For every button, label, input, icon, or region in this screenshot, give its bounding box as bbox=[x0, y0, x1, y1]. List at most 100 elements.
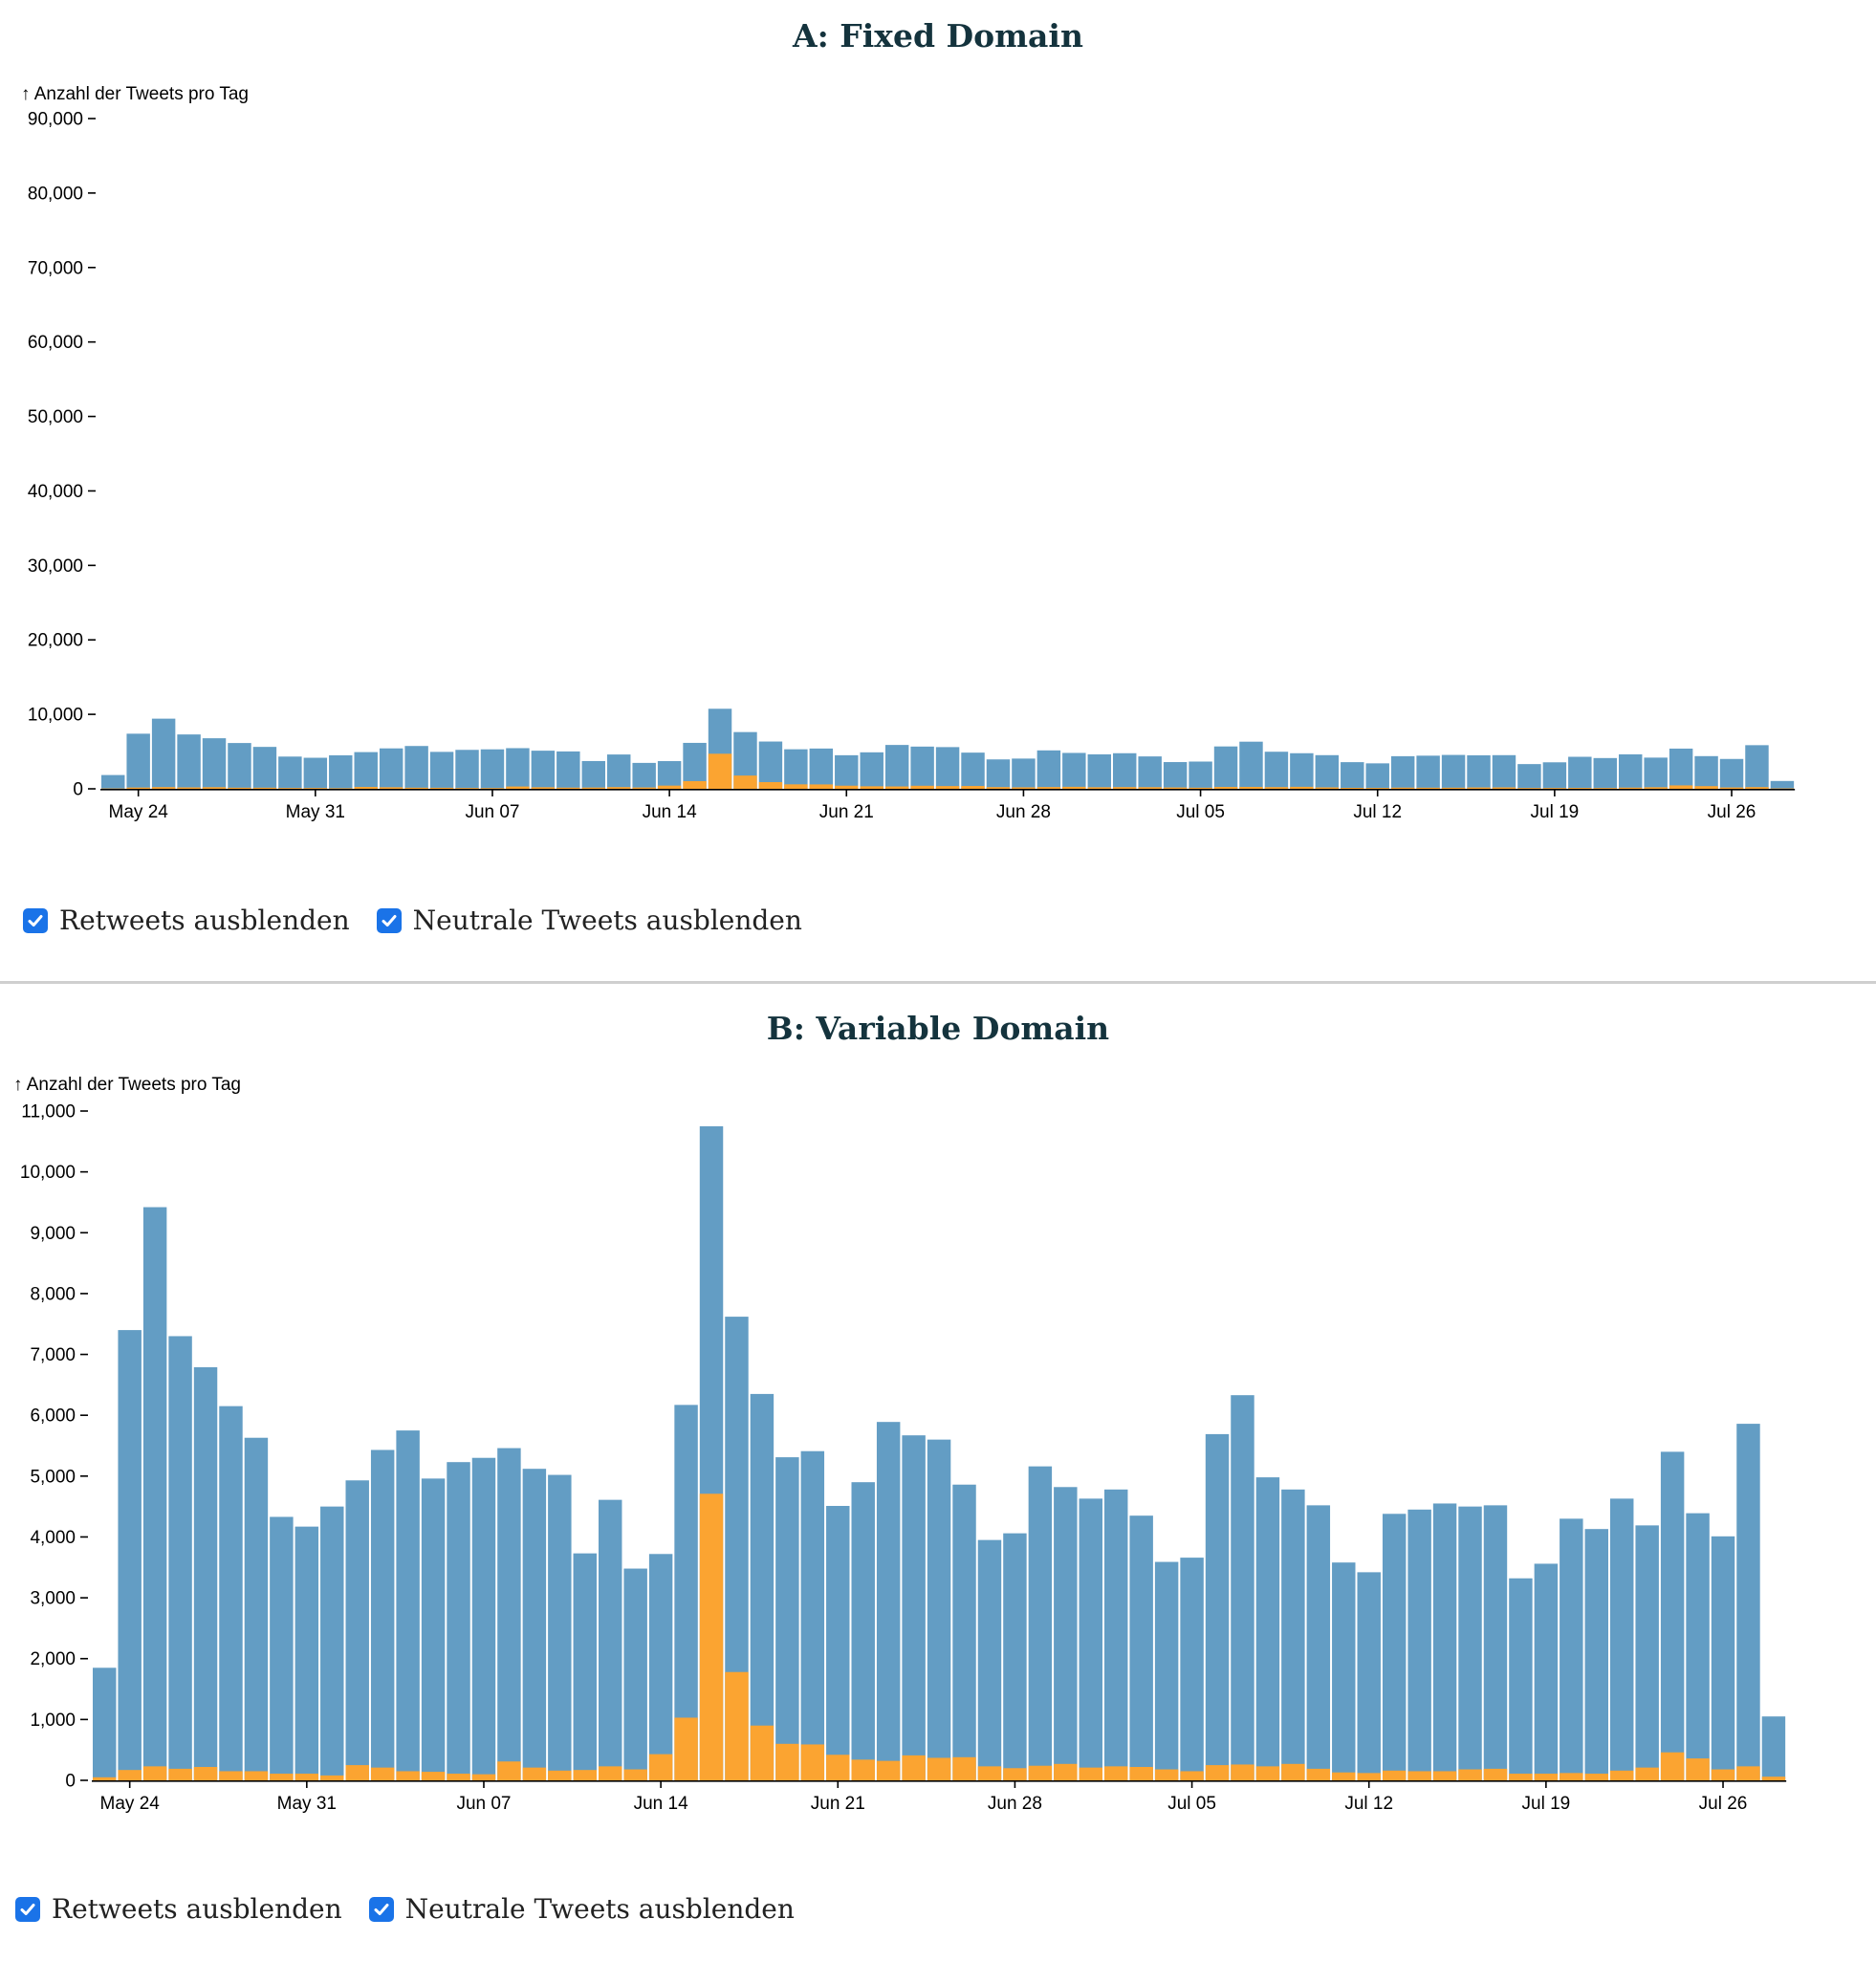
bar-subset bbox=[1660, 1752, 1685, 1780]
bar-total bbox=[93, 1668, 117, 1780]
bar-subset bbox=[1341, 787, 1364, 789]
x-tick-label: Jul 19 bbox=[1522, 1794, 1571, 1814]
x-tick-label: May 31 bbox=[277, 1794, 337, 1814]
bar-subset bbox=[1416, 787, 1440, 789]
bar-subset bbox=[607, 787, 631, 789]
bar-subset bbox=[548, 1770, 572, 1780]
bar-total bbox=[1054, 1487, 1078, 1780]
bar-total bbox=[750, 1393, 774, 1780]
bar-total bbox=[404, 746, 428, 789]
bar-subset bbox=[320, 1775, 344, 1780]
bar-subset bbox=[531, 787, 556, 789]
bar-total bbox=[177, 734, 201, 789]
hide-neutral-toggle[interactable]: Neutrale Tweets ausblenden bbox=[376, 905, 802, 936]
hide-retweets-toggle[interactable]: Retweets ausblenden bbox=[23, 905, 350, 936]
x-tick-label: Jul 12 bbox=[1353, 802, 1402, 822]
bar-total bbox=[1365, 763, 1389, 789]
bar-subset bbox=[1306, 1768, 1331, 1780]
bar-subset bbox=[1365, 788, 1389, 789]
bar-total bbox=[421, 1478, 446, 1780]
bar-subset bbox=[522, 1767, 547, 1780]
bar-total bbox=[101, 774, 125, 789]
bar-subset bbox=[1542, 788, 1567, 789]
bar-total bbox=[126, 733, 150, 789]
bar-subset bbox=[1694, 786, 1718, 789]
bar-subset bbox=[244, 1771, 269, 1780]
bar-total bbox=[455, 750, 479, 789]
chart-controls: Retweets ausblenden Neutrale Tweets ausb… bbox=[15, 1893, 821, 1925]
hide-retweets-toggle[interactable]: Retweets ausblenden bbox=[15, 1893, 342, 1925]
x-tick-label: May 24 bbox=[109, 802, 169, 822]
bar-total bbox=[800, 1450, 825, 1780]
bar-total bbox=[1719, 758, 1744, 789]
bar-subset bbox=[581, 787, 605, 789]
bar-subset bbox=[1719, 787, 1744, 789]
bar-total bbox=[1458, 1506, 1482, 1780]
bar-total bbox=[1492, 754, 1516, 789]
bar-total bbox=[835, 754, 859, 789]
y-tick-label: 0 bbox=[65, 1772, 76, 1792]
x-tick-label: Jun 07 bbox=[456, 1794, 511, 1814]
bar-total bbox=[1255, 1477, 1280, 1780]
bar-total bbox=[573, 1553, 597, 1780]
bar-subset bbox=[860, 786, 883, 789]
bar-subset bbox=[93, 1777, 117, 1780]
bar-total bbox=[1390, 755, 1415, 789]
bar-subset bbox=[952, 1756, 976, 1780]
y-axis-label: ↑ Anzahl der Tweets pro Tag bbox=[13, 1075, 241, 1095]
bar-total bbox=[379, 748, 404, 789]
bar-subset bbox=[1239, 786, 1263, 789]
bar-total bbox=[1619, 753, 1643, 789]
x-tick-label: Jun 14 bbox=[634, 1794, 688, 1814]
hide-neutral-checkbox[interactable] bbox=[376, 907, 402, 933]
bar-subset bbox=[1264, 787, 1289, 789]
bar-subset bbox=[1644, 787, 1668, 789]
bar-subset bbox=[1012, 787, 1036, 789]
bar-total bbox=[860, 752, 883, 789]
bar-total bbox=[1660, 1451, 1685, 1780]
y-tick-label: 9,000 bbox=[30, 1224, 76, 1244]
bar-total bbox=[1163, 762, 1188, 789]
bar-subset bbox=[851, 1759, 875, 1780]
hide-neutral-checkbox[interactable] bbox=[368, 1896, 394, 1922]
chart-title: B: Variable Domain bbox=[766, 1010, 1110, 1047]
bar-total bbox=[851, 1482, 875, 1780]
bar-total bbox=[977, 1539, 1002, 1780]
bar-subset bbox=[1231, 1764, 1254, 1780]
hide-retweets-checkbox[interactable] bbox=[15, 1896, 40, 1922]
bar-subset bbox=[118, 1770, 142, 1780]
hide-retweets-checkbox[interactable] bbox=[23, 907, 48, 933]
bar-subset bbox=[126, 787, 150, 789]
bar-total bbox=[657, 761, 682, 789]
chart-section-a: A: Fixed Domain ↑ Anzahl der Tweets pro … bbox=[21, 17, 1796, 936]
bar-subset bbox=[1154, 1769, 1179, 1780]
bar-subset bbox=[1560, 1773, 1583, 1780]
y-tick-label: 3,000 bbox=[30, 1589, 76, 1609]
bar-subset bbox=[404, 787, 428, 789]
x-tick-label: Jul 12 bbox=[1344, 1794, 1393, 1814]
bar-chart-fixed-domain: ↑ Anzahl der Tweets pro Tag 0 10,000 20,000… bbox=[21, 84, 1796, 822]
bar-total bbox=[1239, 741, 1263, 789]
x-tick-label: May 31 bbox=[286, 802, 345, 822]
bar-total bbox=[1028, 1466, 1053, 1780]
bar-subset bbox=[497, 1761, 521, 1780]
bar-total bbox=[219, 1406, 243, 1780]
checkmark-icon bbox=[28, 914, 43, 926]
bar-total bbox=[556, 751, 580, 789]
bar-subset bbox=[775, 1743, 799, 1780]
bar-total bbox=[1568, 756, 1592, 789]
bar-subset bbox=[623, 1769, 647, 1780]
bar-subset bbox=[370, 1767, 395, 1780]
bar-subset bbox=[303, 788, 328, 789]
bar-subset bbox=[1711, 1769, 1735, 1780]
bar-subset bbox=[1129, 1767, 1153, 1780]
bar-subset bbox=[1593, 788, 1617, 789]
bar-subset bbox=[1736, 1766, 1760, 1780]
bar-subset bbox=[1534, 1774, 1559, 1780]
bar-subset bbox=[699, 1493, 724, 1780]
hide-neutral-toggle[interactable]: Neutrale Tweets ausblenden bbox=[368, 1893, 795, 1925]
x-tick-label: Jul 05 bbox=[1167, 1794, 1216, 1814]
hide-neutral-label: Neutrale Tweets ausblenden bbox=[404, 1893, 795, 1925]
bar-subset bbox=[142, 1766, 167, 1780]
bar-subset bbox=[750, 1725, 774, 1780]
